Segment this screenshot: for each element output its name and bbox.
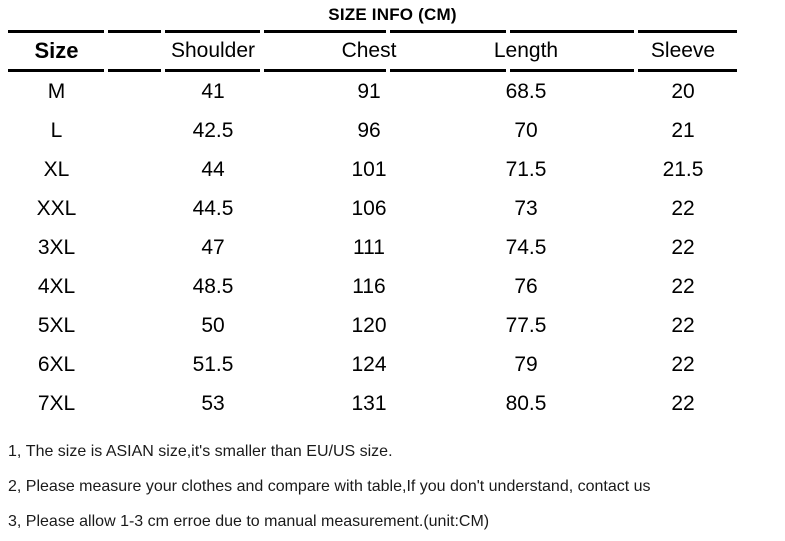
table-cell: 41	[201, 79, 225, 103]
table-cell: 22	[671, 352, 695, 376]
table-cell: 47	[201, 235, 225, 259]
table-title: SIZE INFO (CM)	[328, 5, 457, 24]
table-cell: 21	[671, 118, 695, 142]
table-cell: 42.5	[192, 118, 234, 142]
note-measure: 2, Please measure your clothes and compa…	[8, 478, 651, 495]
table-cell: XXL	[36, 196, 77, 220]
table-row: 6XL 51.5 124 79 22	[8, 345, 731, 384]
divider-header	[8, 69, 737, 72]
table-cell: 74.5	[505, 235, 547, 259]
table-cell: 68.5	[505, 79, 547, 103]
table-cell: 80.5	[505, 391, 547, 415]
table-cell: 73	[514, 196, 538, 220]
table-cell: 4XL	[37, 274, 76, 298]
table-cell: 96	[357, 118, 381, 142]
table-row: M 41 91 68.5 20	[8, 72, 731, 111]
table-cell: 22	[671, 313, 695, 337]
header-cell-length: Length	[493, 39, 559, 62]
table-cell: 50	[201, 313, 225, 337]
table-cell: 44	[201, 157, 225, 181]
table-cell: 106	[351, 196, 387, 220]
table-cell: 53	[201, 391, 225, 415]
table-body: M 41 91 68.5 20 L 42.5 96 70 21 XL 44 10…	[0, 72, 785, 423]
table-cell: 111	[353, 235, 385, 259]
divider-top	[8, 30, 737, 33]
table-cell: 70	[514, 118, 538, 142]
header-cell-chest: Chest	[341, 39, 397, 62]
table-row: 7XL 53 131 80.5 22	[8, 384, 731, 423]
table-cell: 124	[351, 352, 387, 376]
table-cell: 91	[357, 79, 381, 103]
table-cell: 71.5	[505, 157, 547, 181]
table-cell: 101	[351, 157, 387, 181]
table-row: 4XL 48.5 116 76 22	[8, 267, 731, 306]
table-cell: 6XL	[37, 352, 76, 376]
table-row: XXL 44.5 106 73 22	[8, 189, 731, 228]
table-cell: 76	[514, 274, 538, 298]
table-cell: 22	[671, 196, 695, 220]
note-asian-size: 1, The size is ASIAN size,it's smaller t…	[8, 443, 393, 460]
header-cell-size: Size	[34, 38, 79, 63]
table-header-row: Size Shoulder Chest Length Sleeve	[8, 33, 731, 69]
table-cell: M	[47, 79, 66, 103]
table-cell: 116	[352, 274, 386, 298]
table-cell: 120	[351, 313, 387, 337]
table-cell: 22	[671, 391, 695, 415]
table-cell: 22	[671, 274, 695, 298]
table-row: XL 44 101 71.5 21.5	[8, 150, 731, 189]
header-cell-sleeve: Sleeve	[650, 39, 716, 62]
header-cell-shoulder: Shoulder	[170, 39, 256, 62]
table-row: 3XL 47 111 74.5 22	[8, 228, 731, 267]
table-cell: 20	[671, 79, 695, 103]
footnotes: 1, The size is ASIAN size,it's smaller t…	[8, 434, 785, 539]
table-cell: 48.5	[192, 274, 234, 298]
table-cell: 77.5	[505, 313, 547, 337]
table-cell: L	[50, 118, 63, 142]
table-cell: 5XL	[37, 313, 76, 337]
table-row: 5XL 50 120 77.5 22	[8, 306, 731, 345]
table-cell: 3XL	[37, 235, 76, 259]
table-cell: 51.5	[192, 352, 234, 376]
table-cell: 44.5	[192, 196, 234, 220]
table-cell: 131	[351, 391, 387, 415]
table-cell: 21.5	[662, 157, 704, 181]
note-error-margin: 3, Please allow 1-3 cm erroe due to manu…	[8, 513, 490, 530]
table-cell: 7XL	[37, 391, 76, 415]
table-cell: 22	[671, 235, 695, 259]
table-cell: XL	[43, 157, 70, 181]
table-row: L 42.5 96 70 21	[8, 111, 731, 150]
table-cell: 79	[514, 352, 538, 376]
